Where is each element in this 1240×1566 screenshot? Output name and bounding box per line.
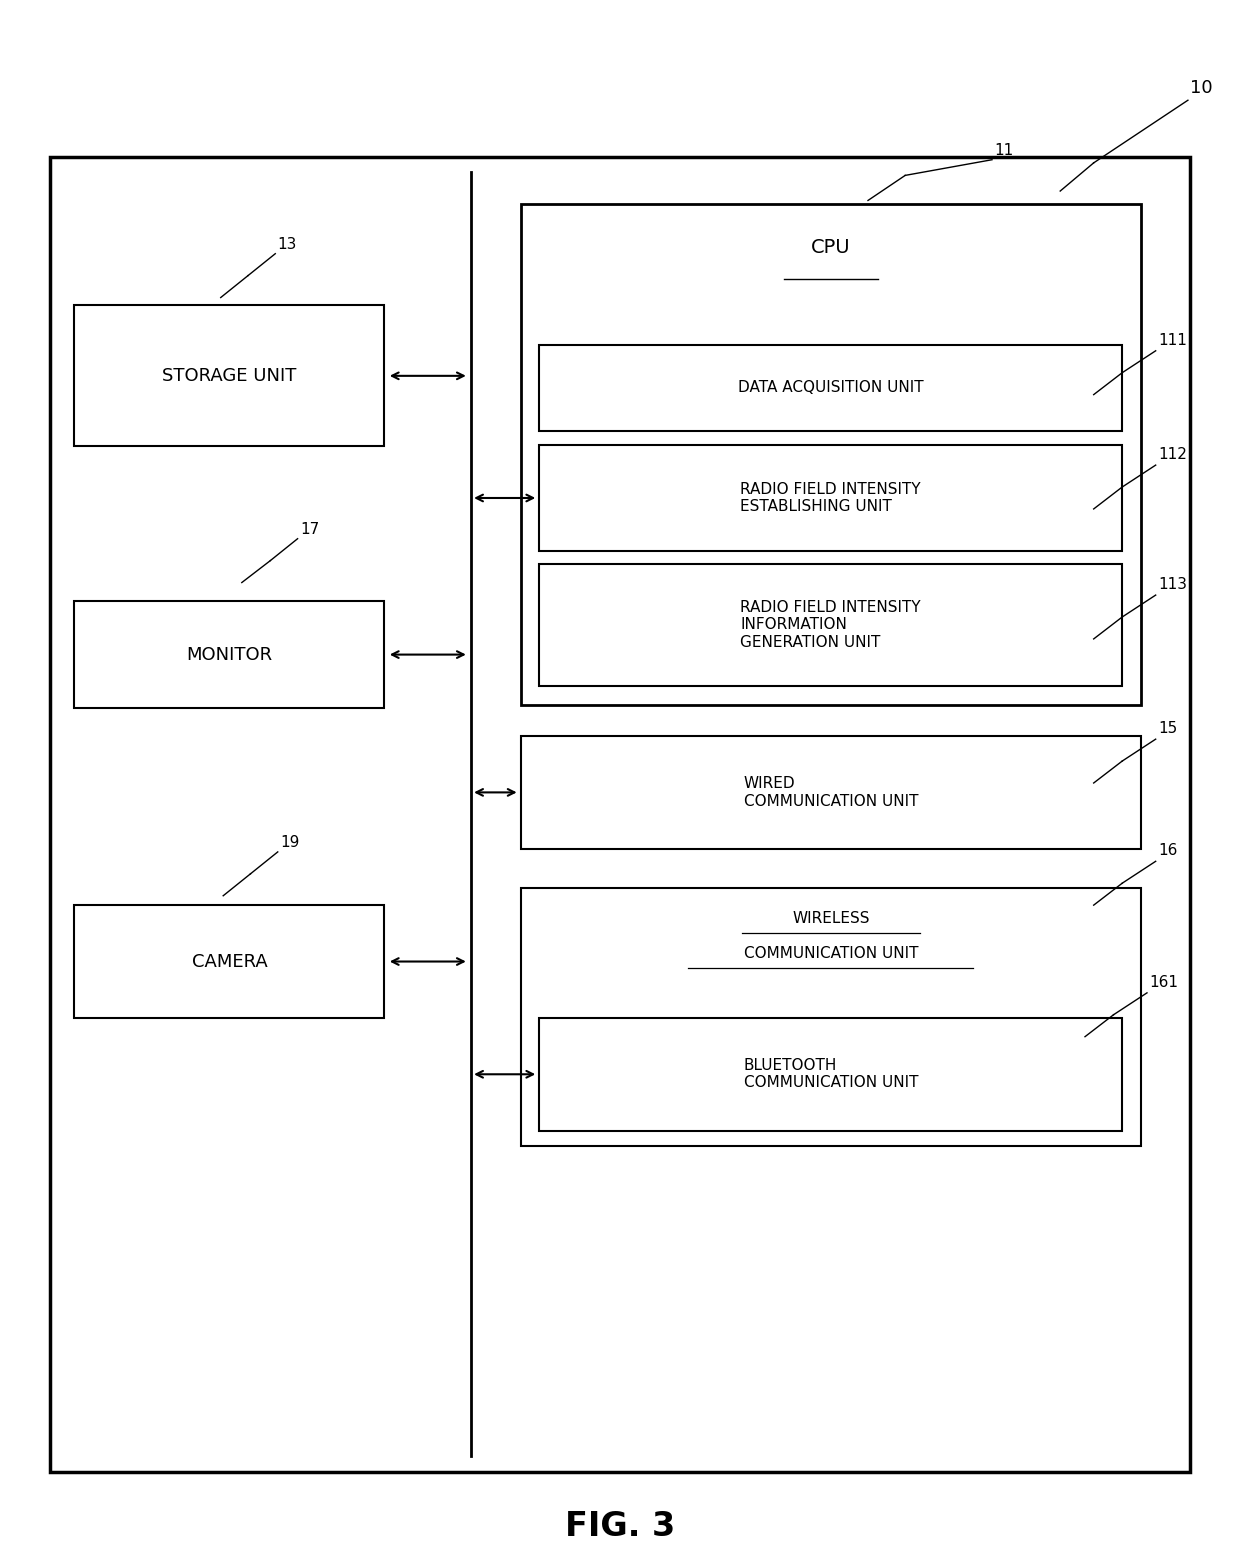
FancyBboxPatch shape xyxy=(539,345,1122,431)
Text: 19: 19 xyxy=(280,835,300,850)
Text: RADIO FIELD INTENSITY
INFORMATION
GENERATION UNIT: RADIO FIELD INTENSITY INFORMATION GENERA… xyxy=(740,600,921,650)
FancyBboxPatch shape xyxy=(74,601,384,708)
Text: 15: 15 xyxy=(1158,720,1178,736)
Text: 112: 112 xyxy=(1158,446,1187,462)
Text: 113: 113 xyxy=(1158,576,1187,592)
Text: CAMERA: CAMERA xyxy=(191,952,268,971)
Text: BLUETOOTH
COMMUNICATION UNIT: BLUETOOTH COMMUNICATION UNIT xyxy=(744,1059,918,1090)
FancyBboxPatch shape xyxy=(539,445,1122,551)
Text: WIRED
COMMUNICATION UNIT: WIRED COMMUNICATION UNIT xyxy=(744,777,918,808)
Text: 161: 161 xyxy=(1149,974,1178,990)
FancyBboxPatch shape xyxy=(74,305,384,446)
Text: STORAGE UNIT: STORAGE UNIT xyxy=(162,366,296,385)
FancyBboxPatch shape xyxy=(521,204,1141,705)
FancyBboxPatch shape xyxy=(50,157,1190,1472)
FancyBboxPatch shape xyxy=(539,1018,1122,1131)
Text: 10: 10 xyxy=(1190,80,1213,97)
Text: DATA ACQUISITION UNIT: DATA ACQUISITION UNIT xyxy=(738,381,924,395)
Text: MONITOR: MONITOR xyxy=(186,645,273,664)
FancyBboxPatch shape xyxy=(521,888,1141,1146)
Text: FIG. 3: FIG. 3 xyxy=(565,1510,675,1544)
Text: 11: 11 xyxy=(994,143,1014,158)
Text: COMMUNICATION UNIT: COMMUNICATION UNIT xyxy=(744,946,918,962)
Text: CPU: CPU xyxy=(811,238,851,257)
Text: 16: 16 xyxy=(1158,843,1178,858)
FancyBboxPatch shape xyxy=(539,564,1122,686)
FancyBboxPatch shape xyxy=(521,736,1141,849)
Text: 13: 13 xyxy=(278,236,298,252)
FancyBboxPatch shape xyxy=(74,905,384,1018)
Text: 17: 17 xyxy=(300,521,320,537)
Text: WIRELESS: WIRELESS xyxy=(792,911,869,927)
Text: RADIO FIELD INTENSITY
ESTABLISHING UNIT: RADIO FIELD INTENSITY ESTABLISHING UNIT xyxy=(740,482,921,514)
Text: 111: 111 xyxy=(1158,332,1187,348)
